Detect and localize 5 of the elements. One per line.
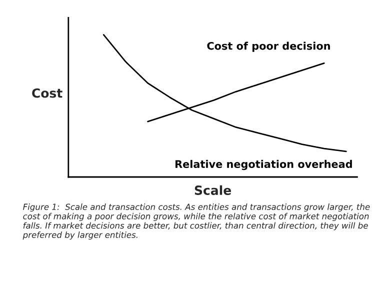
series-label: Cost of poor decision <box>207 42 330 52</box>
series-label: Relative negotiation overhead <box>175 160 352 170</box>
caption: Figure 1: Scale and transaction costs. As entities and transactions grow larger, the cost of making a poor decision grows, while the relative cost of market negotiation falls. If market decisions are better, but costlier, than central direction, they will be preferred by larger entities. <box>22 204 370 240</box>
x-axis-title: Scale <box>194 185 231 196</box>
y-axis-title: Cost <box>32 88 62 98</box>
